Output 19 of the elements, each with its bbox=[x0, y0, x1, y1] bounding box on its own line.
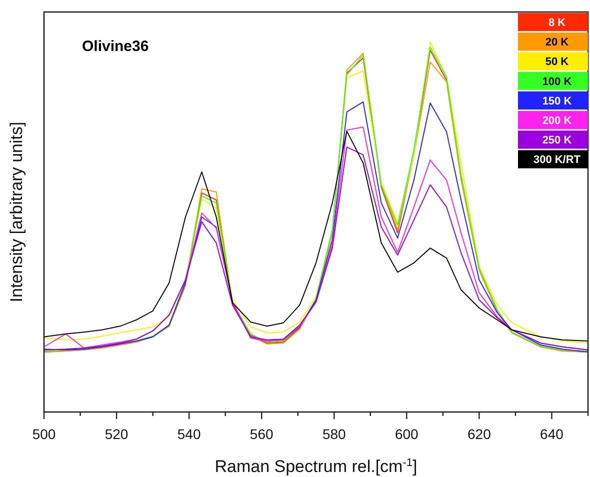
x-tick-label: 600 bbox=[394, 426, 419, 442]
x-tick-label: 520 bbox=[104, 426, 128, 442]
text: 200 K bbox=[542, 115, 572, 127]
text: 150 K bbox=[542, 95, 572, 108]
text: 250 K bbox=[542, 134, 572, 147]
x-tick-label: 500 bbox=[32, 426, 56, 442]
text: 8 K bbox=[548, 17, 566, 29]
text: 20 K bbox=[545, 36, 569, 49]
x-tick-label: 640 bbox=[540, 426, 564, 442]
x-axis-title: Raman Spectrum rel.[cm$^{-1}$] bbox=[214, 457, 418, 476]
text: 50 K bbox=[545, 56, 569, 68]
x-tick-label: 580 bbox=[322, 426, 346, 442]
text: 300 K/RT bbox=[533, 154, 581, 166]
x-tick-label: 540 bbox=[177, 426, 201, 442]
x-tick-label: 620 bbox=[468, 426, 492, 442]
chart-title: Olivine36 bbox=[82, 38, 149, 55]
x-tick-label: 560 bbox=[250, 426, 274, 442]
y-axis-title: Intensity [arbitrary units] bbox=[7, 122, 26, 302]
text: 100 K bbox=[542, 76, 572, 88]
